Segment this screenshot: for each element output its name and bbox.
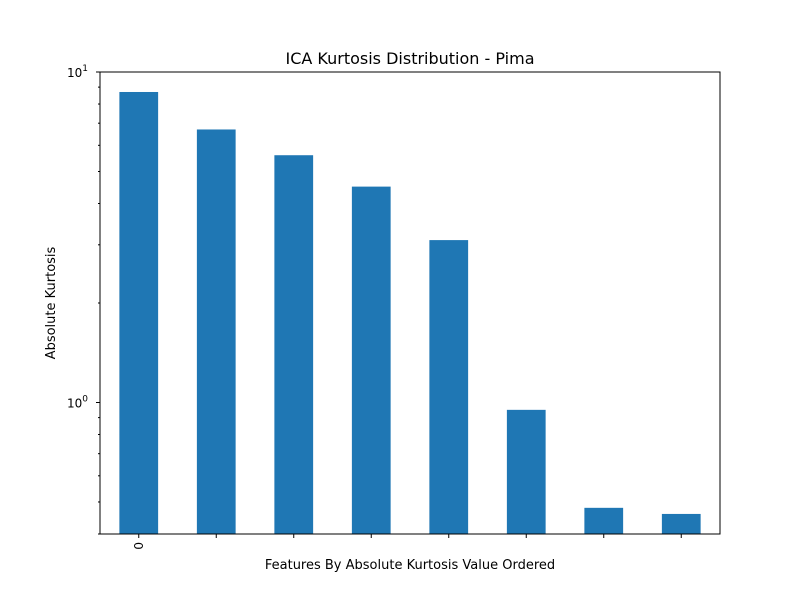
x-axis-label: Features By Absolute Kurtosis Value Orde…	[265, 558, 555, 573]
bar-5	[506, 409, 546, 534]
bar-3	[351, 186, 391, 535]
y-tick-exponent-0: 0	[82, 394, 88, 404]
y-tick-exponent-1: 1	[82, 64, 88, 74]
bar-2	[274, 155, 314, 534]
plot-frame	[99, 71, 721, 535]
x-ticks: 0	[132, 534, 682, 550]
bars-group	[119, 91, 701, 535]
y-axis-label: Absolute Kurtosis	[44, 246, 59, 359]
bar-7	[661, 513, 701, 534]
bar-4	[429, 240, 469, 534]
bar-1	[196, 129, 236, 535]
bar-0	[119, 91, 159, 535]
chart-title: ICA Kurtosis Distribution - Pima	[285, 49, 534, 68]
bar-6	[584, 507, 624, 534]
x-tick-label-0: 0	[132, 542, 146, 550]
